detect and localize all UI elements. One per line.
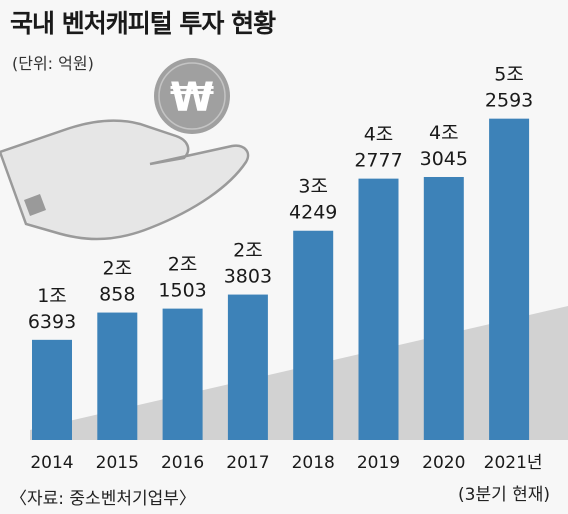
category-note: (3분기 현재) xyxy=(458,485,551,505)
won-coin-in-hand-icon: ₩ xyxy=(0,58,250,241)
value-label-top: 3조 xyxy=(298,176,328,198)
unit-label: (단위: 억원) xyxy=(12,54,94,73)
value-label-bottom: 2593 xyxy=(485,90,533,112)
value-label-top: 4조 xyxy=(429,122,459,144)
value-label-top: 2조 xyxy=(168,254,198,276)
bar-2015 xyxy=(97,312,138,440)
value-label-top: 5조 xyxy=(494,64,524,86)
value-label-bottom: 4249 xyxy=(289,202,337,224)
value-label-top: 2조 xyxy=(233,240,263,262)
value-label-bottom: 3803 xyxy=(224,266,272,288)
x-tick-label: 2017 xyxy=(226,453,269,473)
x-tick-label: 2018 xyxy=(292,453,335,473)
bar-2017 xyxy=(227,294,268,440)
x-tick-label: 2019 xyxy=(357,453,400,473)
bar-2021년 xyxy=(489,118,530,440)
chart-title: 국내 벤처캐피털 투자 현황 xyxy=(10,9,276,38)
x-tick-label: 2015 xyxy=(96,453,139,473)
value-label-bottom: 2777 xyxy=(354,150,402,172)
value-label-bottom: 6393 xyxy=(28,311,76,333)
source-label: 〈자료: 중소벤처기업부〉 xyxy=(10,489,196,509)
value-label-top: 1조 xyxy=(37,285,67,307)
won-symbol: ₩ xyxy=(170,75,214,121)
value-label-top: 4조 xyxy=(364,124,394,146)
x-tick-label: 2014 xyxy=(30,453,73,473)
bar-2019 xyxy=(358,178,399,441)
value-label-bottom: 1503 xyxy=(158,280,206,302)
x-tick-label: 2020 xyxy=(422,453,465,473)
value-label-bottom: 3045 xyxy=(420,148,468,170)
bar-2016 xyxy=(162,308,203,440)
bar-2020 xyxy=(423,176,464,440)
value-label-bottom: 858 xyxy=(99,284,135,306)
value-label-top: 2조 xyxy=(103,258,133,280)
x-tick-label: 2021년 xyxy=(484,453,543,473)
bar-2014 xyxy=(32,339,72,440)
x-tick-label: 2016 xyxy=(161,453,204,473)
bar-2018 xyxy=(293,230,334,440)
